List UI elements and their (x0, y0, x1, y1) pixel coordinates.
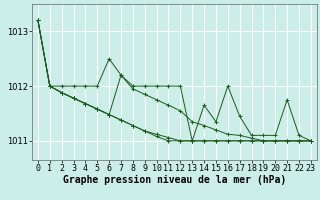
X-axis label: Graphe pression niveau de la mer (hPa): Graphe pression niveau de la mer (hPa) (63, 175, 286, 185)
